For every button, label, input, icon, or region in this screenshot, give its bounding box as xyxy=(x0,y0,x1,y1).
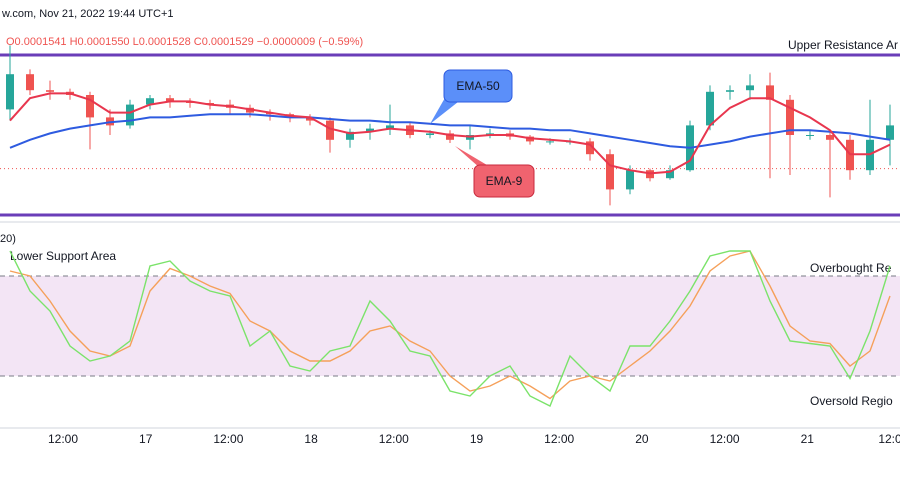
x-tick-label: 17 xyxy=(139,432,153,446)
x-tick-label: 21 xyxy=(801,432,815,446)
candle-body xyxy=(626,170,634,190)
candle-body xyxy=(786,99,794,135)
rsi-band xyxy=(0,276,900,376)
ema50-pointer xyxy=(430,96,458,124)
x-tick-label: 12:0 xyxy=(878,432,900,446)
ema9-label: EMA-9 xyxy=(486,174,523,188)
candle-body xyxy=(446,133,454,140)
candle-body xyxy=(366,128,374,132)
x-tick-label: 12:00 xyxy=(213,432,243,446)
level-label: Oversold Regio xyxy=(810,394,893,408)
rsi-label: 20) xyxy=(0,233,16,245)
ohlc-info: O0.0001541 H0.0001550 L0.0001528 C0.0001… xyxy=(6,36,363,48)
candle-body xyxy=(726,90,734,92)
ema9-callout xyxy=(473,164,535,198)
candle-body xyxy=(826,135,834,140)
candle-body xyxy=(126,104,134,126)
rsi-line xyxy=(9,250,891,400)
candle-body xyxy=(306,117,314,121)
x-tick-label: 18 xyxy=(304,432,318,446)
level-label: Upper Resistance Ar xyxy=(788,38,898,52)
source-info: w.com, Nov 21, 2022 19:44 UTC+1 xyxy=(1,8,174,20)
candle-body xyxy=(886,125,894,140)
candle-body xyxy=(606,154,614,190)
candle-body xyxy=(746,85,754,91)
candle-body xyxy=(346,131,354,140)
ema50-callout xyxy=(443,69,513,103)
candle-body xyxy=(86,95,94,118)
candle-body xyxy=(6,74,14,110)
ema50-label: EMA-50 xyxy=(456,79,500,93)
rsi-line xyxy=(9,250,891,407)
candle-body xyxy=(386,125,394,129)
level-label: Lower Support Area xyxy=(10,249,116,263)
candle-body xyxy=(666,170,674,179)
ema9-pointer xyxy=(455,146,492,168)
candle-body xyxy=(806,135,814,136)
candle-body xyxy=(46,90,54,92)
candle-body xyxy=(146,98,154,105)
ema-line xyxy=(9,113,891,149)
candle-body xyxy=(766,85,774,100)
x-tick-label: 12:00 xyxy=(379,432,409,446)
callouts: EMA-50 EMA-9 xyxy=(430,69,535,198)
candle-body xyxy=(426,133,434,135)
candle-body xyxy=(166,98,174,102)
candle-body xyxy=(706,91,714,126)
x-tick-label: 20 xyxy=(635,432,649,446)
candle-body xyxy=(326,120,334,140)
candle-body xyxy=(546,141,554,143)
x-tick-label: 12:00 xyxy=(48,432,78,446)
candle-body xyxy=(26,74,34,91)
x-tick-label: 12:00 xyxy=(544,432,574,446)
x-tick-label: 19 xyxy=(470,432,484,446)
level-label: Overbought Re xyxy=(810,261,892,275)
x-tick-label: 12:00 xyxy=(710,432,740,446)
candle-body xyxy=(586,141,594,155)
ema-line xyxy=(9,92,891,175)
